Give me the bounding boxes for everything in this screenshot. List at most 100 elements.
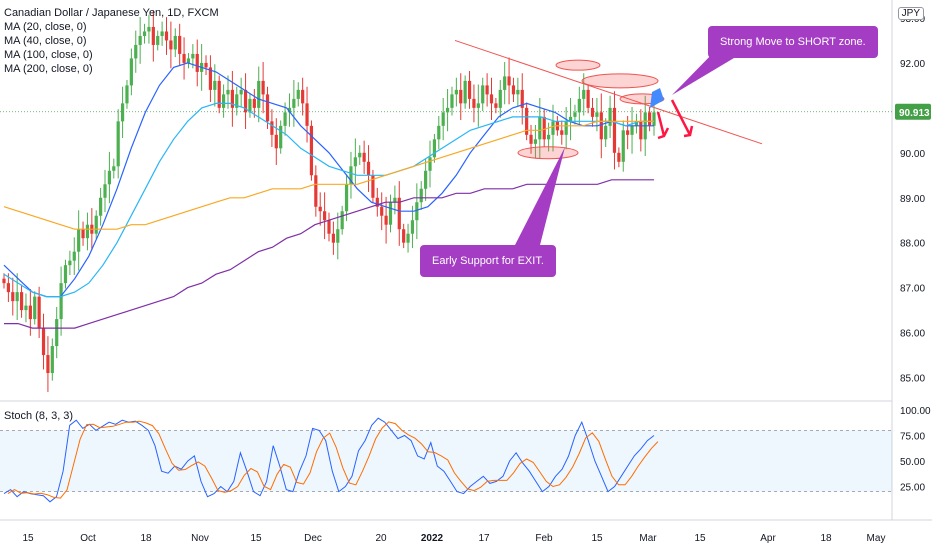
candle-body [270, 121, 274, 135]
candle-body [630, 125, 634, 135]
ma-line-3 [3, 120, 654, 230]
candle-body [318, 206, 322, 212]
stoch-tick-label: 100.00 [900, 406, 931, 417]
chart-legend: Canadian Dollar / Japanese Yen, 1D, FXCM… [4, 6, 219, 76]
candle-body [2, 278, 6, 284]
candle-body [239, 89, 243, 95]
highlight-ellipse [517, 146, 579, 160]
candle-body [340, 211, 344, 230]
candle-body [283, 112, 287, 126]
candle-body [213, 80, 217, 90]
candle-body [85, 224, 90, 239]
candle-body [182, 53, 186, 63]
candle-body [160, 31, 164, 36]
candle-body [323, 211, 327, 221]
price-tick-label: 89.00 [900, 194, 925, 205]
candle-body [366, 161, 371, 176]
candle-body [375, 197, 379, 207]
candle-body [472, 98, 476, 108]
time-tick-label: Oct [80, 533, 96, 544]
candle-body [77, 229, 81, 252]
time-tick-label: 18 [820, 533, 832, 544]
candle-body [520, 89, 524, 108]
candle-body [612, 107, 617, 153]
exit-support-note: Early Support for EXIT. [420, 245, 556, 277]
price-pane [0, 0, 892, 400]
candle-body [287, 107, 292, 113]
candle-body [529, 134, 533, 144]
candle-body [37, 296, 41, 329]
candle-body [410, 220, 415, 234]
candle-body [511, 85, 516, 95]
candle-body [164, 31, 169, 41]
candle-body [432, 139, 437, 158]
price-tick-label: 85.00 [900, 374, 925, 385]
candle-body [142, 31, 147, 36]
candle-body [279, 125, 283, 149]
candle-body [50, 346, 54, 374]
time-tick-label: Nov [191, 533, 209, 544]
candle-body [221, 94, 226, 108]
legend-ma200: MA (200, close, 0) [4, 63, 93, 75]
legend-title: Canadian Dollar / Japanese Yen, 1D, FXCM [4, 7, 219, 19]
candle-body [81, 229, 85, 239]
time-tick-label: Mar [639, 533, 657, 544]
candle-body [309, 125, 314, 176]
time-tick-label: Apr [760, 533, 776, 544]
candle-body [481, 85, 485, 104]
candle-body [564, 121, 568, 135]
candle-body [525, 107, 529, 135]
candle-body [243, 89, 248, 113]
candle-body [125, 85, 129, 104]
candle-body [178, 35, 182, 54]
price-tick-label: 86.00 [900, 329, 925, 340]
candle-body [573, 112, 577, 117]
legend-ma100: MA (100, close, 0) [4, 49, 93, 61]
candle-body [292, 98, 296, 108]
ma-line-2 [3, 102, 654, 298]
candle-body [261, 80, 265, 95]
candle-body [599, 112, 603, 140]
candle-body [327, 220, 331, 234]
time-tick-label: 15 [22, 533, 34, 544]
candle-body [577, 98, 581, 113]
candle-body [59, 283, 63, 320]
up-arrow-icon [650, 88, 664, 108]
candle-body [134, 44, 138, 59]
resistance-trendline [454, 39, 763, 145]
candle-body [235, 94, 239, 108]
time-tick-label: 15 [250, 533, 262, 544]
time-tick-label: Feb [535, 533, 553, 544]
stoch-tick-label: 75.00 [900, 432, 925, 443]
currency-badge[interactable]: JPY [897, 7, 924, 20]
candle-body [344, 184, 349, 212]
candle-body [46, 355, 50, 374]
stoch-label: Stoch (8, 3, 3) [4, 410, 74, 422]
candle-body [450, 94, 454, 108]
candle-body [617, 152, 621, 162]
stoch-tick-label: 50.00 [900, 457, 925, 468]
candle-body [546, 134, 551, 140]
time-tick-label: 17 [478, 533, 490, 544]
candle-body [112, 166, 116, 171]
candle-body [371, 175, 375, 198]
candle-body [604, 125, 608, 140]
candle-body [15, 292, 19, 302]
candle-body [248, 98, 252, 113]
candle-body [441, 112, 445, 126]
stoch-d-line [7, 420, 659, 499]
candle-body [68, 260, 72, 266]
candle-body [388, 202, 393, 225]
candle-body [533, 139, 538, 144]
candle-body [11, 292, 15, 302]
candle-body [358, 152, 362, 158]
candle-body [516, 89, 520, 95]
stoch-k-line [3, 417, 655, 503]
candle-body [120, 103, 125, 122]
time-tick-label: 20 [375, 533, 387, 544]
candle-body [257, 80, 261, 108]
candle-body [296, 89, 300, 99]
candle-body [595, 112, 599, 117]
candle-body [380, 206, 384, 216]
